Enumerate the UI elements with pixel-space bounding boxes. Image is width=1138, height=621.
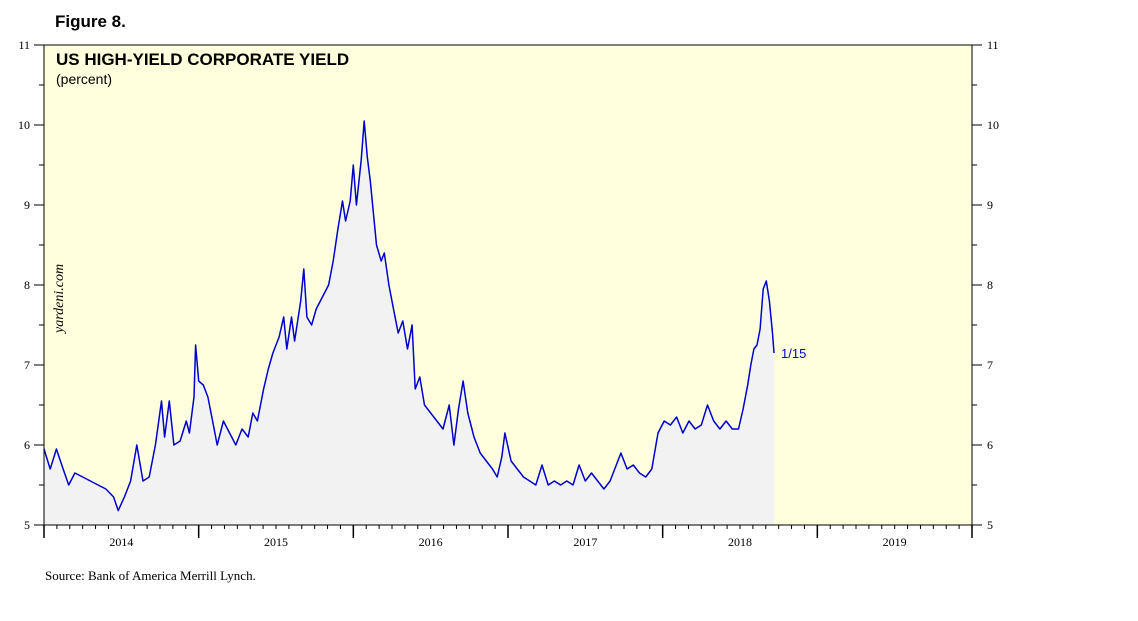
end-value-label: 1/15 (781, 346, 806, 361)
source-note: Source: Bank of America Merrill Lynch. (45, 568, 256, 583)
y-tick-label-right: 5 (987, 518, 993, 532)
y-tick-label-right: 10 (987, 118, 999, 132)
y-tick-label-right: 8 (987, 278, 993, 292)
watermark: yardeni.com (52, 264, 67, 335)
x-tick-label: 2017 (573, 535, 597, 549)
y-axis-left: 5 6 7 8 9 10 11 (18, 38, 44, 532)
figure-label: Figure 8. (55, 12, 126, 31)
y-tick-label-left: 5 (24, 518, 30, 532)
chart-title: US HIGH-YIELD CORPORATE YIELD (56, 50, 349, 69)
series-line (43, 120, 775, 512)
x-tick-label: 2015 (264, 535, 288, 549)
y-tick-label-left: 6 (24, 438, 30, 452)
x-tick-label: 2019 (883, 535, 907, 549)
y-axis-right: 5 6 7 8 9 10 11 (972, 38, 999, 532)
y-tick-label-left: 11 (18, 38, 30, 52)
x-tick-label: 2014 (109, 535, 133, 549)
series-area (44, 121, 774, 525)
y-tick-label-left: 9 (24, 198, 30, 212)
y-tick-label-right: 6 (987, 438, 993, 452)
x-tick-label: 2018 (728, 535, 752, 549)
x-axis: 2014 2015 2016 2017 2018 2019 (43, 524, 973, 549)
y-tick-label-left: 7 (24, 358, 30, 372)
y-tick-label-right: 9 (987, 198, 993, 212)
y-tick-label-right: 11 (987, 38, 999, 52)
x-tick-label: 2016 (419, 535, 443, 549)
y-tick-label-right: 7 (987, 358, 993, 372)
chart-subtitle: (percent) (56, 71, 112, 87)
y-tick-label-left: 10 (18, 118, 30, 132)
y-tick-label-left: 8 (24, 278, 30, 292)
